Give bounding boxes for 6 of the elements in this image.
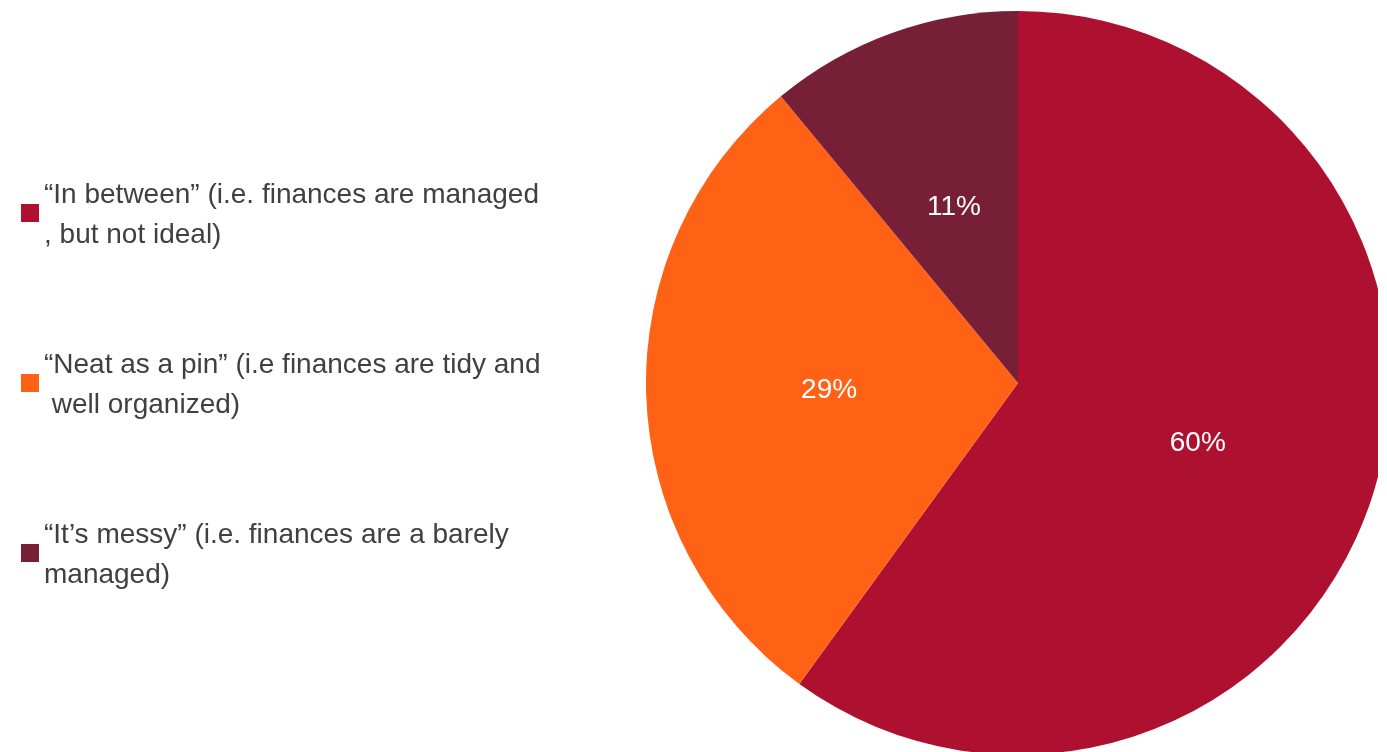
legend-label: “It’s messy” (i.e. finances are a barely managed)	[44, 517, 517, 589]
legend-label: “In between” (i.e. finances are managed, but not ideal)	[44, 177, 539, 249]
legend-label: “Neat as a pin” (i.e finances are tidy and well organized)	[44, 347, 541, 419]
data-label: 11%	[926, 189, 981, 221]
data-label: 29%	[801, 373, 858, 405]
data-label: 60%	[1169, 425, 1226, 457]
